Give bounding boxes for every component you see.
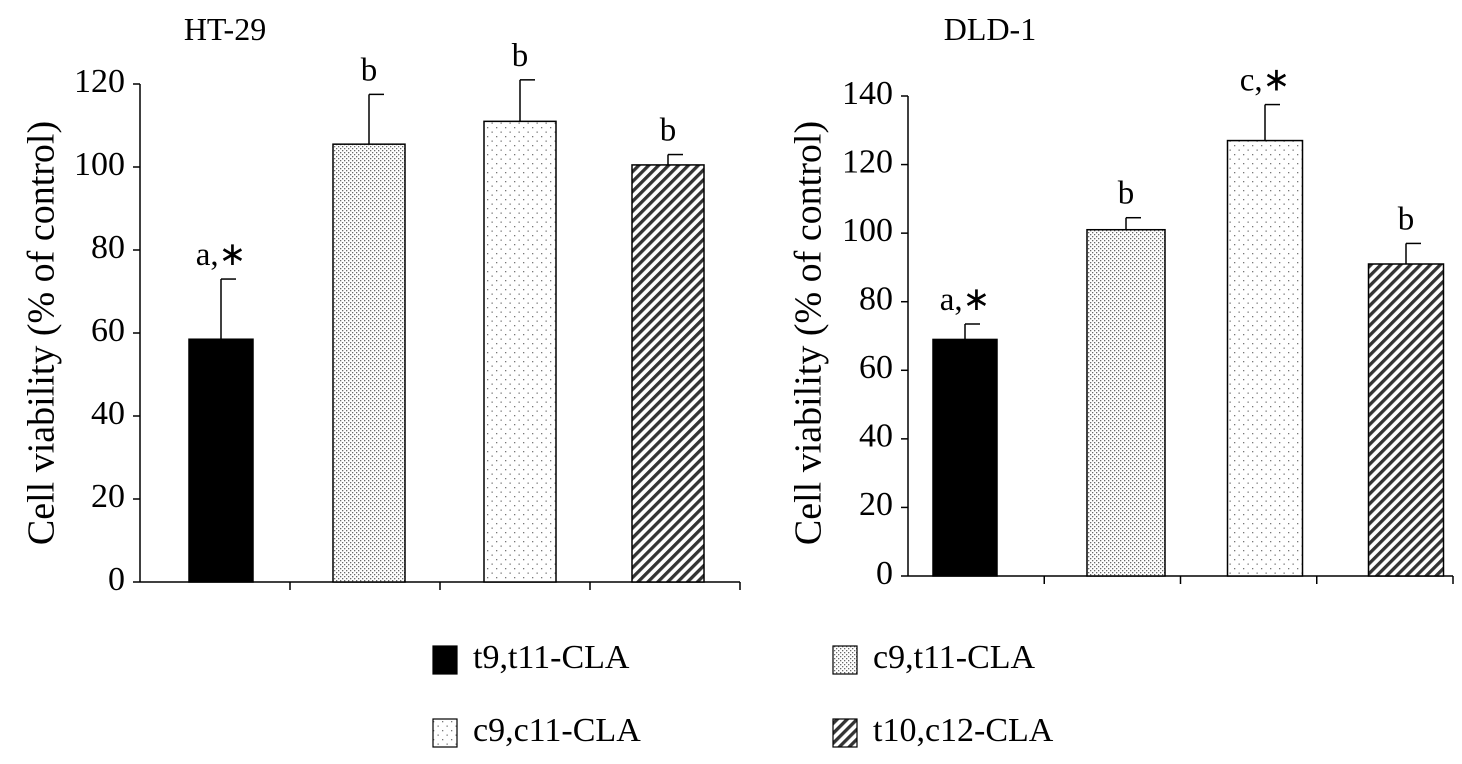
legend-swatch [432, 718, 458, 748]
legend-label: t10,c12-CLA [873, 712, 1054, 749]
bar-t10,c12-CLA [631, 164, 705, 583]
y-tick-label: 20 [91, 478, 125, 515]
bar-c9,t11-CLA [1086, 228, 1166, 577]
y-tick-label: 60 [91, 312, 125, 349]
y-tick-label: 80 [91, 229, 125, 266]
y-tick-label: 80 [859, 281, 893, 318]
chart-panel-1: HT-29 Cell viability (% of control) 0 20 40 6… [21, 11, 741, 598]
legend-label: t9,t11-CLA [473, 639, 630, 676]
legend-item: c9,c11-CLA [432, 712, 641, 749]
legend-swatch [832, 718, 858, 748]
significance-label: b [361, 52, 378, 88]
y-tick-label: 100 [842, 212, 893, 249]
y-tick-label: 0 [876, 555, 893, 592]
legend-swatch [432, 645, 458, 675]
legend-label: c9,t11-CLA [873, 639, 1036, 676]
y-tick-label: 0 [108, 561, 125, 598]
y-tick-label: 140 [842, 75, 893, 112]
bar-t10,c12-CLA [1367, 263, 1445, 577]
bar-c9,t11-CLA [332, 143, 406, 583]
y-tick-label: 120 [842, 143, 893, 180]
chart-panel-2: DLD-1 Cell viability (% of control) 0 20 40 6… [788, 11, 1454, 592]
charts-layer: HT-29 Cell viability (% of control) 0 20 40 6… [21, 11, 1454, 598]
legend-item: t10,c12-CLA [832, 712, 1054, 749]
y-tick-label: 40 [91, 395, 125, 432]
y-tick-label: 20 [859, 486, 893, 523]
significance-label: a,∗ [940, 282, 991, 318]
legend: t9,t11-CLA c9,t11-CLA c9,c11-CLA t10,c12-CL… [432, 639, 1054, 749]
bar-c9,c11-CLA [483, 120, 557, 583]
bar-t9,t11-CLA [932, 338, 998, 577]
legend-item: c9,t11-CLA [832, 639, 1036, 676]
y-axis-label: Cell viability (% of control) [21, 121, 63, 545]
bar-c9,c11-CLA [1226, 139, 1304, 577]
significance-label: b [1398, 201, 1415, 237]
chart-title: HT-29 [184, 11, 266, 47]
bar-t9,t11-CLA [188, 338, 254, 583]
legend-label: c9,c11-CLA [473, 712, 641, 749]
legend-swatch [832, 645, 858, 675]
y-tick-label: 120 [74, 63, 125, 100]
legend-item: t9,t11-CLA [432, 639, 630, 676]
chart-title: DLD-1 [944, 11, 1036, 47]
y-tick-label: 100 [74, 146, 125, 183]
y-tick-label: 60 [859, 349, 893, 386]
y-tick-label: 40 [859, 418, 893, 455]
significance-label: b [1118, 176, 1135, 212]
significance-label: b [512, 38, 529, 74]
y-axis-label: Cell viability (% of control) [788, 121, 830, 545]
significance-label: c,∗ [1240, 63, 1291, 99]
significance-label: b [660, 113, 677, 149]
significance-label: a,∗ [196, 237, 247, 273]
